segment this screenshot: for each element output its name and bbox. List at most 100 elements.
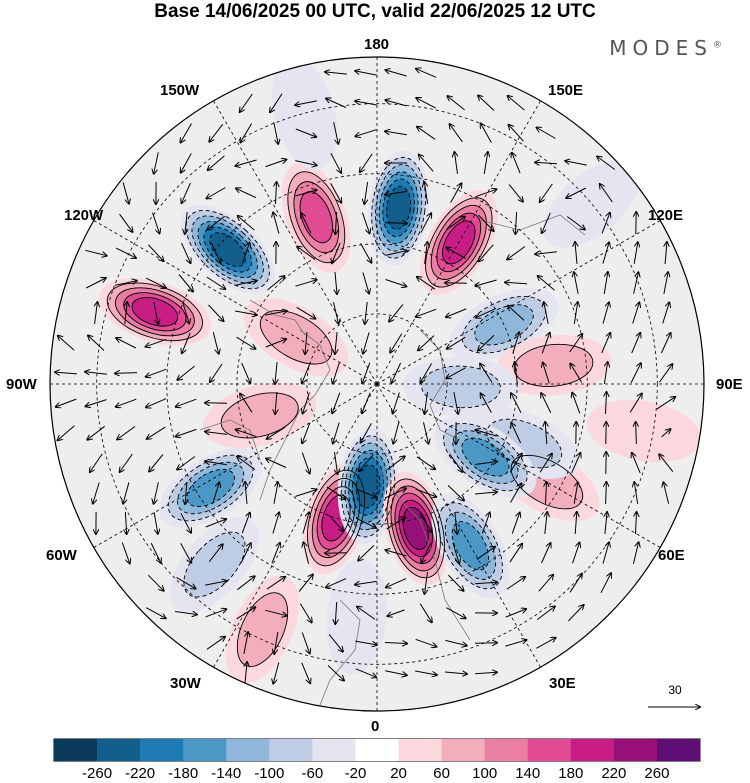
wind-vector: [304, 542, 309, 564]
wind-vector: [153, 512, 158, 534]
wind-vector: [573, 302, 577, 324]
wind-vector: [335, 452, 338, 474]
wind-vector: [149, 454, 164, 472]
contour-line: [421, 365, 501, 409]
wind-vector: [362, 272, 369, 294]
wind-vector: [178, 274, 193, 292]
wind-vector: [301, 632, 309, 654]
lon-label-30w: 30W: [170, 675, 201, 692]
wind-vector: [355, 71, 377, 76]
wind-vector: [58, 425, 75, 440]
colorbar-cell: [269, 739, 313, 761]
anomaly-level: [209, 232, 246, 267]
wind-vector: [663, 482, 670, 504]
lon-label-60e: 60E: [658, 547, 685, 564]
wind-vector: [115, 373, 138, 374]
wind-vector: [445, 639, 466, 645]
wind-vector: [273, 482, 278, 504]
wind-vector: [572, 543, 580, 564]
contour-line: [386, 478, 445, 579]
map-title: Base 14/06/2025 00 UTC, valid 22/06/2025…: [154, 1, 596, 22]
wind-vector: [510, 484, 522, 503]
wind-vector: [538, 276, 555, 291]
contour-line: [513, 343, 594, 387]
wind-vector: [205, 581, 227, 586]
wind-vector: [326, 486, 345, 499]
wind-vector: [419, 155, 434, 172]
wind-vector: [296, 306, 316, 318]
graticule: [50, 57, 704, 711]
wind-vector: [235, 281, 256, 286]
wind-vector: [509, 544, 522, 563]
wind-vector: [332, 392, 341, 414]
wind-vector: [393, 392, 400, 414]
wind-vector: [420, 213, 431, 233]
wind-vector: [332, 242, 341, 263]
wind-vector: [542, 212, 551, 233]
contour-line: [344, 442, 392, 531]
wind-vector: [335, 211, 336, 234]
wind-vectors: [55, 69, 675, 684]
wind-vector: [446, 367, 466, 379]
wind-vector: [327, 665, 344, 681]
wind-vector: [508, 96, 525, 111]
anomaly-center: [98, 278, 211, 346]
wind-vector: [600, 573, 611, 594]
wind-vector: [629, 394, 642, 413]
contour-line: [299, 191, 333, 244]
lon-label-60w: 60W: [46, 547, 77, 564]
wind-vector: [536, 638, 555, 649]
wind-vector: [241, 362, 251, 383]
wind-vector: [176, 398, 197, 407]
wind-vector: [569, 574, 582, 593]
wind-vector: [602, 542, 609, 564]
anomaly-level: [132, 297, 178, 327]
wind-vector: [508, 306, 525, 321]
meridian: [213, 383, 378, 668]
wind-vector: [363, 332, 370, 353]
wind-vector: [387, 609, 405, 616]
wind-vector: [633, 272, 639, 294]
wind-vector: [236, 336, 256, 349]
wind-vector: [546, 482, 547, 505]
wind-vector: [359, 454, 374, 472]
wind-vector: [600, 184, 613, 203]
wind-vector: [603, 362, 607, 384]
wind-vector: [298, 575, 313, 592]
colorbar-tick-label: 140: [515, 765, 541, 782]
wind-vector: [355, 640, 377, 645]
colorbar-tick-label: -220: [125, 765, 156, 782]
wind-vector: [305, 331, 307, 354]
wind-vector: [245, 482, 247, 505]
wind-vector: [480, 364, 493, 383]
wind-vector: [207, 187, 226, 199]
coastlines: [199, 214, 586, 706]
wind-vector: [539, 454, 552, 473]
wind-vector: [545, 512, 547, 534]
wind-vector: [474, 492, 497, 494]
meridian: [376, 220, 661, 385]
contour-line: [197, 221, 258, 279]
wind-vector: [416, 98, 436, 109]
wind-vector: [272, 513, 279, 534]
wind-vector: [212, 483, 220, 504]
wind-vector: [636, 422, 637, 445]
colorbar-cell: [355, 739, 399, 761]
wind-vector: [512, 153, 521, 174]
wind-vector: [273, 122, 278, 144]
wind-vector: [630, 363, 641, 384]
anomaly-level: [300, 191, 333, 243]
wind-vector: [241, 513, 250, 534]
wind-vector: [515, 211, 516, 234]
wind-vector: [569, 334, 583, 353]
wind-vector: [146, 338, 167, 346]
wind-vector: [295, 160, 316, 166]
wind-vector: [535, 162, 558, 163]
wind-vector: [295, 100, 317, 105]
wind-vector: [90, 453, 103, 472]
wind-vector: [506, 577, 525, 590]
wind-vector: [385, 279, 407, 287]
wind-vector: [574, 272, 579, 294]
wind-vector: [274, 632, 279, 654]
